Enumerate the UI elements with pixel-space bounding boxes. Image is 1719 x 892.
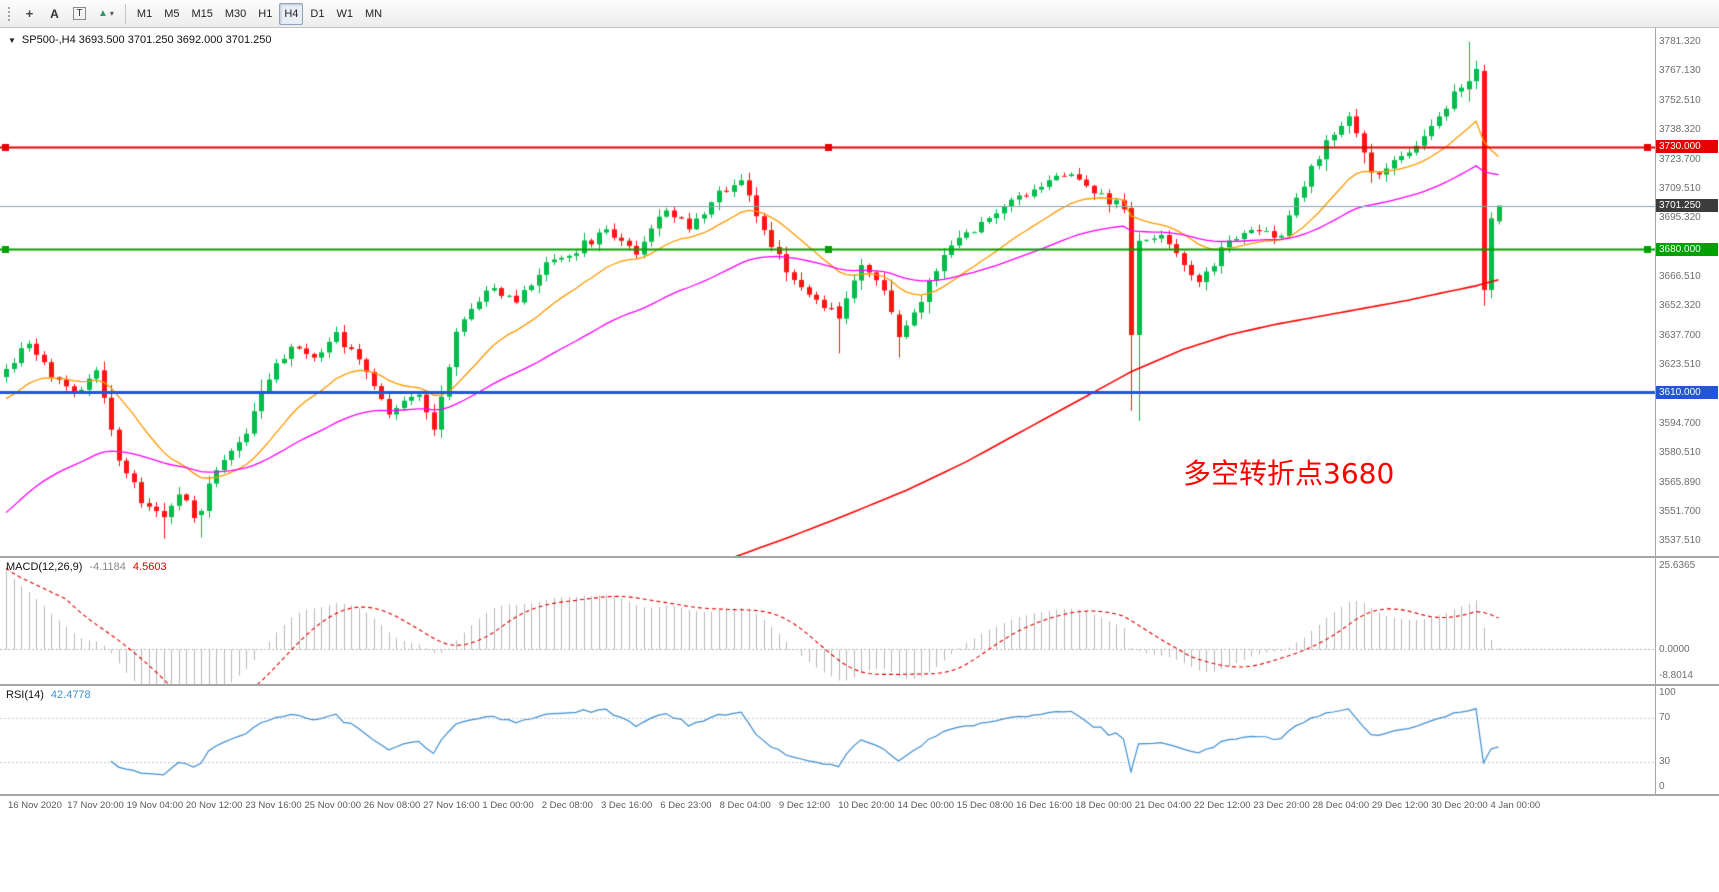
timeframe-button-mn[interactable]: MN	[360, 3, 387, 25]
timeframe-button-m5[interactable]: M5	[159, 3, 184, 25]
tool-crosshair-button[interactable]: +	[18, 3, 41, 25]
toolbar-grip[interactable]	[7, 4, 12, 23]
price-axis-border	[1655, 28, 1656, 794]
text-label-icon: T	[73, 7, 86, 20]
main-chart-canvas[interactable]	[0, 28, 1655, 556]
tool-text-button[interactable]: A	[43, 3, 66, 25]
timeframe-button-h1[interactable]: H1	[253, 3, 277, 25]
tool-text-label-button[interactable]: T	[68, 3, 91, 25]
crosshair-icon: +	[25, 6, 34, 21]
rsi-axis[interactable]	[1655, 686, 1719, 794]
chevron-down-icon: ▾	[109, 9, 114, 18]
rsi-value: 42.4778	[50, 689, 91, 701]
timeframe-group: M1 M5 M15 M30 H1 H4 D1 W1 MN	[131, 2, 388, 25]
shapes-icon: ▲	[98, 8, 108, 19]
macd-name: MACD(12,26,9)	[6, 561, 83, 573]
chart-annotation-text[interactable]: 多空转折点3680	[1183, 457, 1395, 490]
symbol-ohlc-header: ▼ SP500-,H4 3693.500 3701.250 3692.000 3…	[8, 34, 271, 46]
text-tool-icon: A	[50, 6, 59, 21]
timeframe-button-m15[interactable]: M15	[186, 3, 217, 25]
timeframe-button-h4[interactable]: H4	[279, 2, 304, 25]
time-axis[interactable]	[0, 796, 1719, 820]
timeframe-button-d1[interactable]: D1	[305, 3, 329, 25]
panel-separator-main-macd[interactable]	[0, 556, 1719, 558]
symbol-ohlc-text: SP500-,H4 3693.500 3701.250 3692.000 370…	[21, 34, 272, 46]
macd-axis[interactable]	[1655, 558, 1719, 684]
toolbar-separator	[124, 3, 126, 24]
macd-signal-value: 4.5603	[132, 561, 167, 573]
rsi-indicator-label: RSI(14) 42.4778	[6, 689, 91, 701]
macd-indicator-label: MACD(12,26,9) -4.1184 4.5603	[6, 561, 167, 573]
panel-separator-macd-rsi[interactable]	[0, 684, 1719, 686]
macd-main-value: -4.1184	[89, 561, 126, 573]
rsi-canvas[interactable]	[0, 686, 1655, 794]
toolbar: + A T ▲ ▾ M1 M5 M15 M30 H1 H4 D1 W1 MN	[0, 0, 1719, 28]
timeframe-button-w1[interactable]: W1	[331, 3, 358, 25]
symbol-dropdown-marker: ▼	[8, 35, 16, 45]
tool-shapes-button[interactable]: ▲ ▾	[93, 3, 119, 25]
timeframe-button-m30[interactable]: M30	[220, 3, 251, 25]
rsi-name: RSI(14)	[6, 689, 44, 701]
price-axis[interactable]	[1655, 28, 1719, 556]
panel-separator-rsi-time[interactable]	[0, 794, 1719, 796]
timeframe-button-m1[interactable]: M1	[132, 3, 157, 25]
macd-canvas[interactable]	[0, 558, 1655, 684]
